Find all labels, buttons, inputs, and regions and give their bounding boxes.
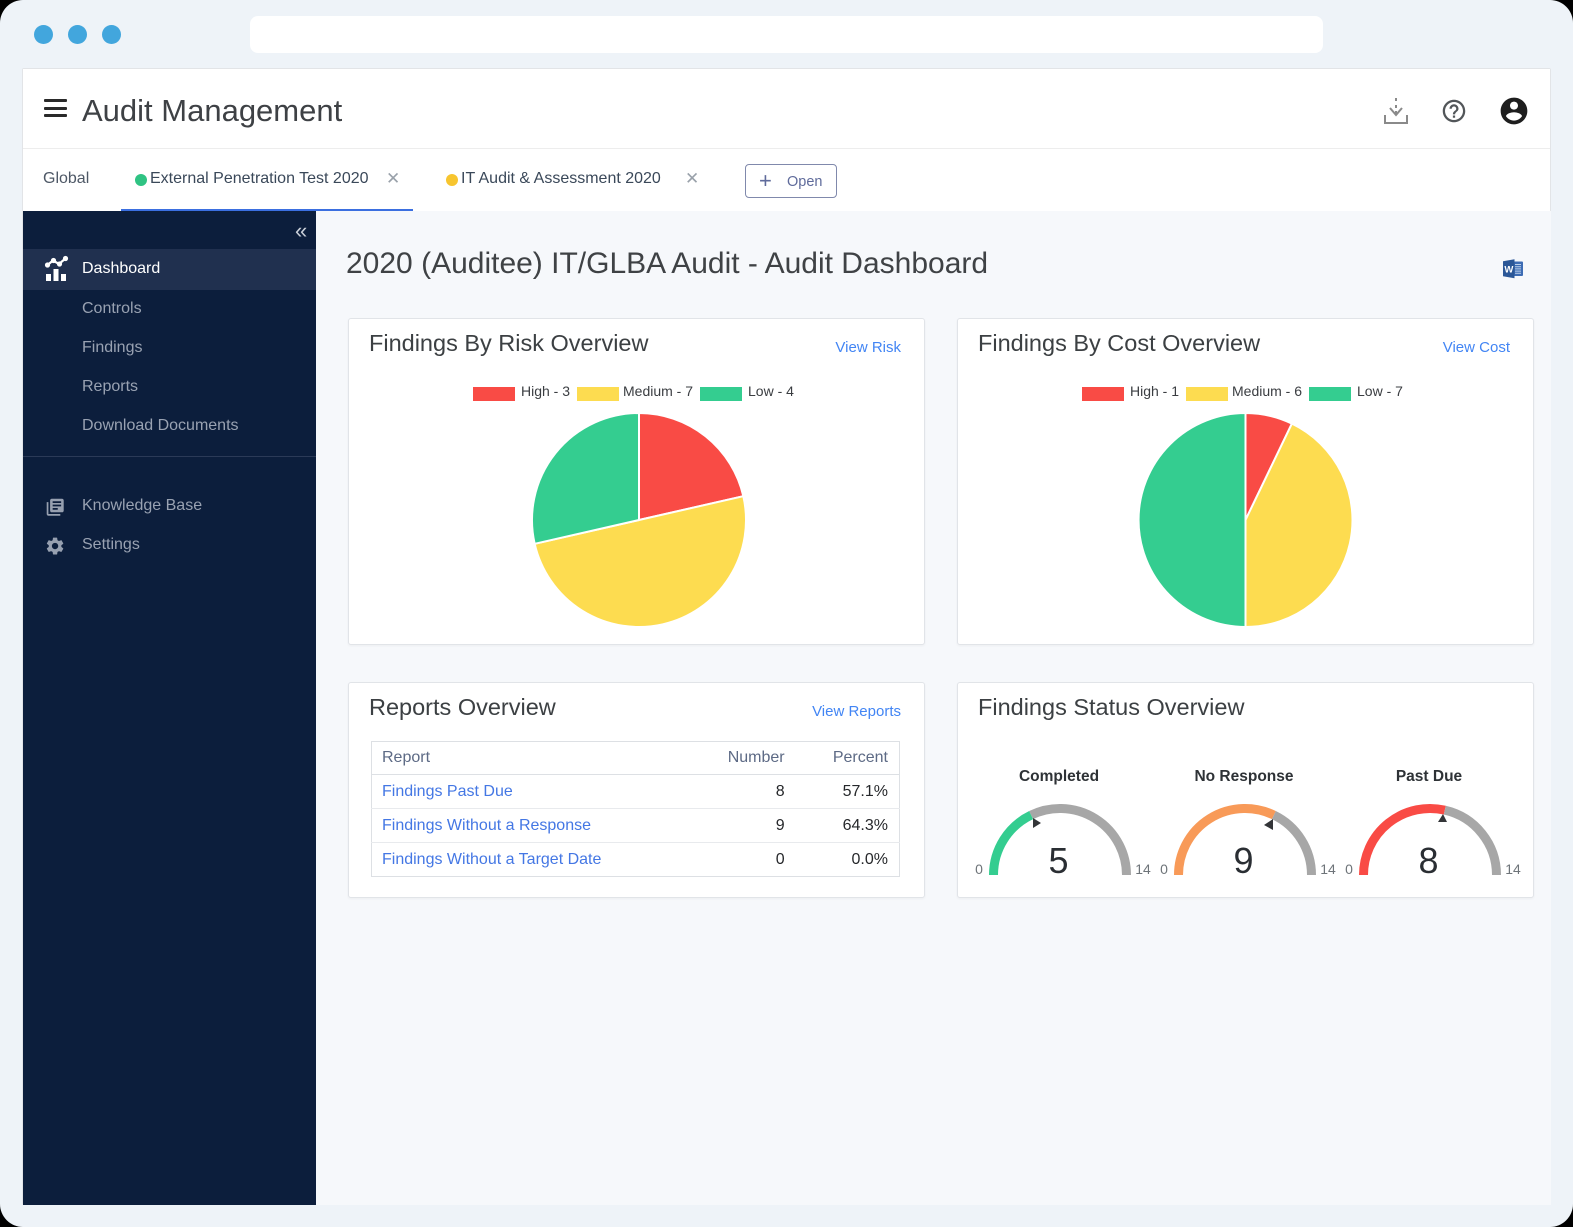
svg-text:W: W xyxy=(1504,264,1513,275)
